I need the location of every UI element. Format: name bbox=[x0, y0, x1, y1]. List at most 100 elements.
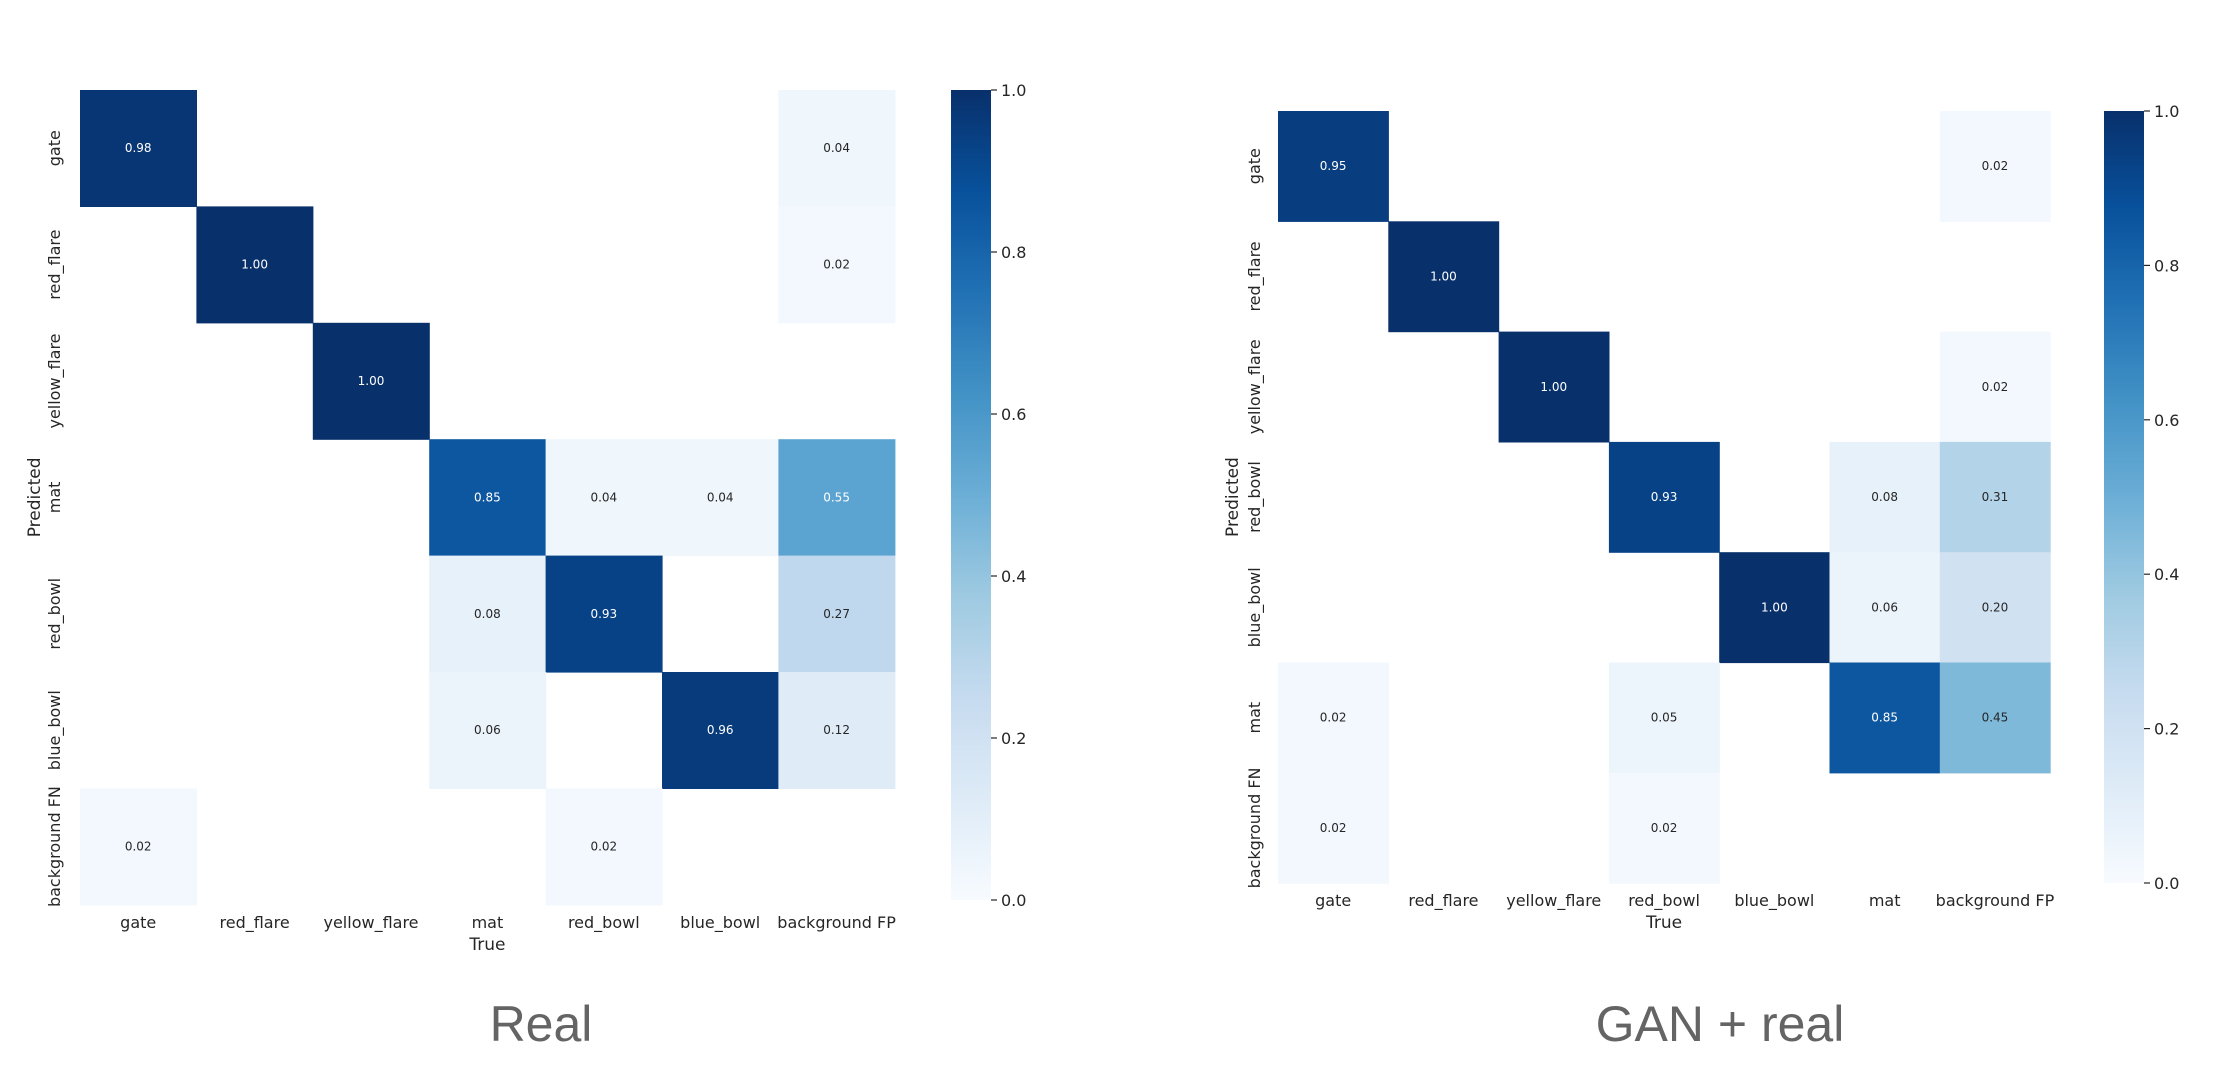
x-tick-label: red_flare bbox=[1408, 891, 1478, 911]
cell-value-label: 0.85 bbox=[1871, 711, 1898, 725]
cell-value-label: 0.02 bbox=[1982, 159, 2009, 173]
cell-value-label: 0.05 bbox=[1651, 711, 1678, 725]
cell-value-label: 0.08 bbox=[1871, 490, 1898, 504]
y-axis-title: Predicted bbox=[1223, 457, 1243, 537]
heatmap-cell bbox=[778, 90, 896, 207]
y-tick-label: background FN bbox=[1245, 768, 1264, 889]
cell-value-label: 0.45 bbox=[1982, 711, 2009, 725]
cell-value-label: 0.02 bbox=[1982, 380, 2009, 394]
heatmap-cell bbox=[80, 788, 197, 906]
y-axis-title: Predicted bbox=[25, 457, 45, 537]
heatmap-cell bbox=[1608, 662, 1720, 774]
heatmap-cell bbox=[1608, 772, 1720, 884]
heatmap-cell bbox=[1939, 441, 2051, 553]
cell-value-label: 0.93 bbox=[590, 607, 617, 621]
heatmap-cell bbox=[1829, 441, 1941, 553]
cell-value-label: 0.04 bbox=[590, 490, 617, 504]
cell-value-label: 0.04 bbox=[823, 141, 850, 155]
x-tick-label: mat bbox=[472, 913, 504, 932]
cell-value-label: 0.02 bbox=[1320, 821, 1347, 835]
heatmap-cell bbox=[1939, 662, 2051, 774]
x-tick-label: red_bowl bbox=[568, 913, 640, 933]
y-tick-label: red_flare bbox=[1245, 241, 1265, 311]
colorbar-tick-label: 0.8 bbox=[1001, 243, 1026, 262]
colorbar-tick-label: 0.0 bbox=[2154, 874, 2179, 893]
heatmap-cell bbox=[1829, 662, 1941, 774]
heatmap-cell bbox=[1829, 552, 1941, 664]
colorbar-tick-label: 0.4 bbox=[2154, 565, 2179, 584]
heatmap-cell bbox=[778, 672, 896, 789]
x-tick-label: background FP bbox=[1936, 891, 2055, 910]
colorbar-tick-label: 0.6 bbox=[2154, 411, 2179, 430]
heatmap-cell bbox=[662, 439, 779, 557]
cell-value-label: 0.06 bbox=[1871, 600, 1898, 614]
cell-value-label: 0.27 bbox=[823, 607, 850, 621]
cell-value-label: 0.93 bbox=[1651, 490, 1678, 504]
x-tick-label: red_bowl bbox=[1628, 891, 1700, 911]
colorbar bbox=[951, 90, 991, 900]
x-tick-label: gate bbox=[1315, 891, 1351, 910]
heatmap-cell bbox=[429, 672, 547, 789]
x-tick-label: yellow_flare bbox=[1506, 891, 1601, 911]
x-tick-label: blue_bowl bbox=[1734, 891, 1814, 911]
heatmap-panel-2: 0.95 0.02 1.00 1.00 0.02 0.93 0.08 0.31 1.00 0.06… bbox=[1223, 102, 2179, 933]
colorbar-tick-label: 0.8 bbox=[2154, 256, 2179, 275]
cell-value-label: 0.95 bbox=[1320, 159, 1347, 173]
cell-value-label: 0.02 bbox=[823, 258, 850, 272]
cell-value-label: 0.02 bbox=[1320, 711, 1347, 725]
cell-value-label: 0.06 bbox=[474, 723, 501, 737]
heatmap-cell bbox=[545, 788, 663, 906]
heatmap-cell bbox=[1939, 552, 2051, 664]
cell-value-label: 1.00 bbox=[358, 374, 385, 388]
colorbar-tick-label: 0.2 bbox=[2154, 720, 2179, 739]
x-tick-label: red_flare bbox=[220, 913, 290, 933]
cell-value-label: 0.20 bbox=[1982, 600, 2009, 614]
cell-value-label: 1.00 bbox=[241, 258, 268, 272]
x-tick-label: background FP bbox=[777, 913, 896, 932]
heatmap-cell bbox=[312, 322, 430, 440]
y-tick-label: blue_bowl bbox=[45, 690, 65, 770]
x-axis-title: True bbox=[1645, 913, 1682, 933]
cell-value-label: 0.12 bbox=[823, 723, 850, 737]
cell-value-label: 0.31 bbox=[1982, 490, 2009, 504]
cell-value-label: 1.00 bbox=[1430, 269, 1457, 283]
heatmap-cell bbox=[1719, 552, 1831, 664]
heatmap-cell bbox=[1498, 331, 1610, 443]
heatmap-cell bbox=[1388, 221, 1500, 333]
x-tick-label: mat bbox=[1869, 891, 1901, 910]
heatmap-cell bbox=[1939, 111, 2051, 222]
x-axis-title: True bbox=[468, 935, 505, 955]
heatmap-cell bbox=[196, 206, 314, 324]
cell-value-label: 0.85 bbox=[474, 490, 501, 504]
colorbar-tick-label: 1.0 bbox=[2154, 102, 2179, 121]
cell-value-label: 1.00 bbox=[1540, 380, 1567, 394]
x-tick-label: blue_bowl bbox=[680, 913, 760, 933]
panel-title-gan-real: GAN + real bbox=[1595, 996, 1845, 1052]
x-tick-label: yellow_flare bbox=[323, 913, 418, 933]
heatmap-cell bbox=[1278, 772, 1389, 884]
heatmap-cell bbox=[778, 439, 896, 557]
colorbar-tick-label: 0.0 bbox=[1001, 891, 1026, 910]
y-tick-label: red_bowl bbox=[1245, 461, 1265, 533]
heatmap-cell bbox=[1939, 331, 2051, 443]
y-tick-label: background FN bbox=[45, 786, 64, 907]
heatmap-cell bbox=[429, 555, 547, 673]
heatmap-cell bbox=[1278, 662, 1389, 774]
y-tick-label: gate bbox=[45, 130, 64, 166]
heatmap-cell bbox=[778, 555, 896, 673]
x-tick-label: gate bbox=[120, 913, 156, 932]
colorbar-tick-label: 0.2 bbox=[1001, 729, 1026, 748]
heatmap-cell bbox=[1608, 441, 1720, 553]
heatmap-cell bbox=[80, 90, 197, 207]
heatmap-panel-1: 0.98 0.04 1.00 0.02 1.00 0.85 0.04 0.04 0.55 0.08… bbox=[25, 81, 1026, 955]
heatmap-cell bbox=[778, 206, 896, 324]
cell-value-label: 0.02 bbox=[125, 840, 152, 854]
y-tick-label: red_flare bbox=[45, 230, 65, 300]
y-tick-label: red_bowl bbox=[45, 578, 65, 650]
heatmap-cell bbox=[545, 555, 663, 673]
heatmap-cell bbox=[545, 439, 663, 557]
cell-value-label: 0.04 bbox=[707, 490, 734, 504]
colorbar bbox=[2104, 111, 2144, 883]
heatmap-cell bbox=[429, 439, 547, 557]
cell-value-label: 0.08 bbox=[474, 607, 501, 621]
